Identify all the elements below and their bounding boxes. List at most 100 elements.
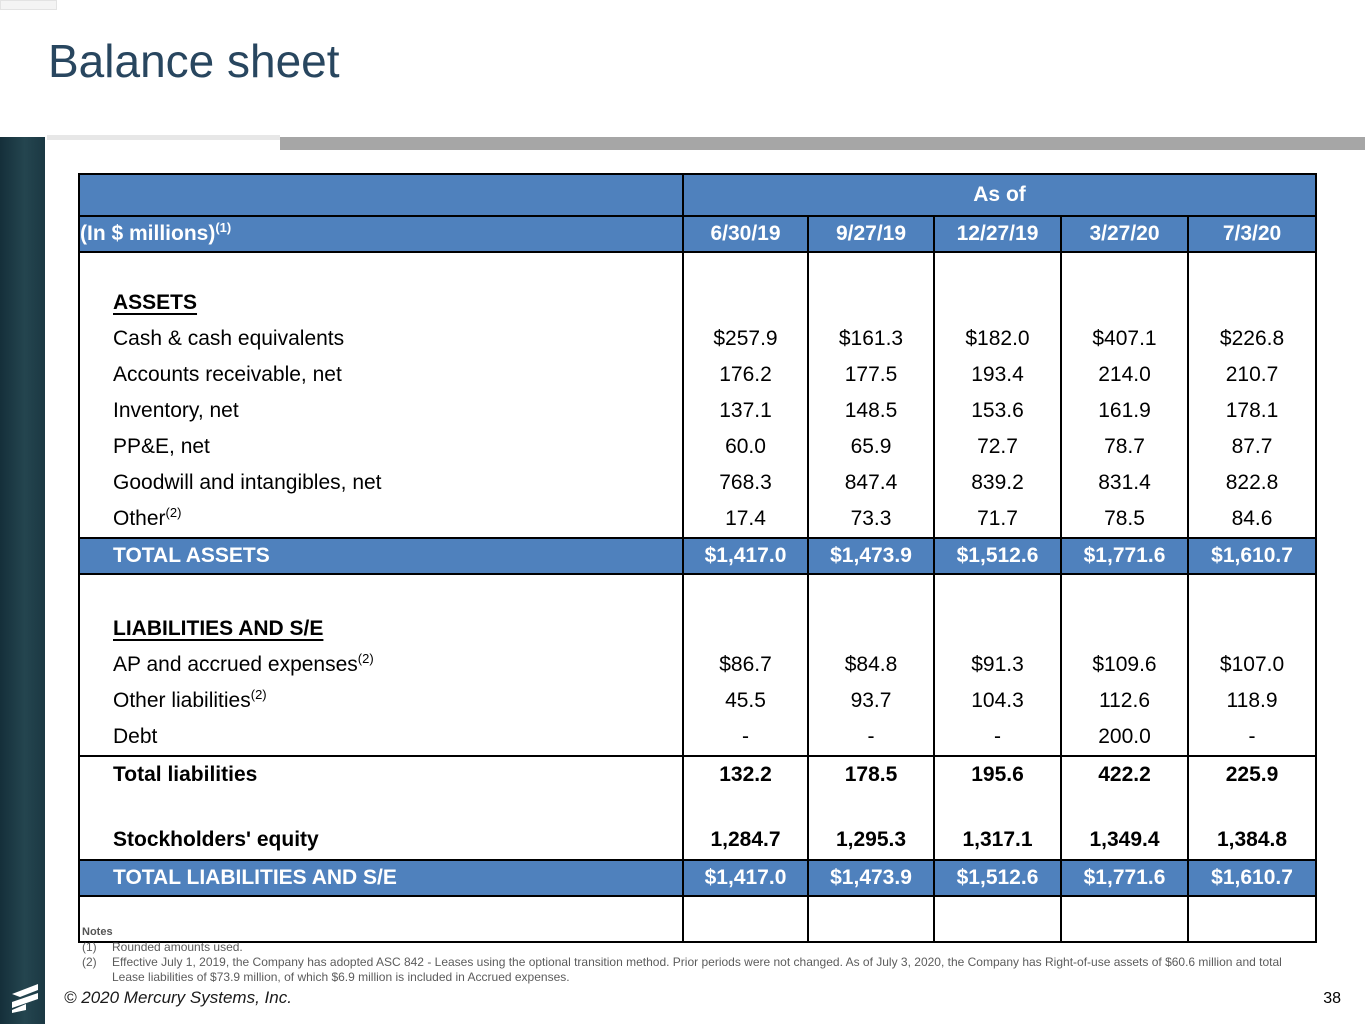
value-cell: 60.0 xyxy=(682,429,808,465)
empty-cell xyxy=(933,285,1061,321)
notes-heading: Notes xyxy=(82,926,113,938)
spacer-cell xyxy=(933,574,1061,611)
value-cell: 839.2 xyxy=(933,465,1061,501)
row-label: Cash & cash equivalents xyxy=(113,327,345,350)
spacer-cell xyxy=(807,896,934,942)
total-value-cell: $1,610.7 xyxy=(1186,859,1317,897)
spacer-row xyxy=(79,252,1317,285)
value-cell: 78.7 xyxy=(1060,429,1188,465)
value-cell: 112.6 xyxy=(1060,683,1188,719)
spacer-cell xyxy=(1186,896,1317,942)
units-label: (In $ millions) xyxy=(80,222,216,245)
value-cell: 178.5 xyxy=(807,755,934,793)
value-cell: 65.9 xyxy=(807,429,934,465)
date-column-header: 9/27/19 xyxy=(807,215,935,253)
spacer-cell xyxy=(933,793,1061,821)
spacer-cell xyxy=(1186,793,1317,821)
row-label: Other(2) xyxy=(79,501,683,538)
page-title: Balance sheet xyxy=(48,35,340,87)
value-cell: 210.7 xyxy=(1186,357,1317,393)
value-cell: - xyxy=(682,719,808,756)
row-label: PP&E, net xyxy=(113,435,210,458)
section-heading: ASSETS xyxy=(79,285,683,321)
section-heading-label: ASSETS xyxy=(113,291,198,314)
spacer-cell xyxy=(682,574,808,611)
spacer-cell xyxy=(1186,574,1317,611)
value-cell: 84.6 xyxy=(1186,501,1317,538)
value-cell: 17.4 xyxy=(682,501,808,538)
total-value-cell: $1,771.6 xyxy=(1060,859,1188,897)
total-value-cell: $1,512.6 xyxy=(933,859,1061,897)
value-cell: $109.6 xyxy=(1060,647,1188,683)
spacer-cell xyxy=(1060,896,1188,942)
table-row-cash: Cash & cash equivalents $257.9 $161.3 $1… xyxy=(79,321,1317,357)
empty-cell xyxy=(1186,285,1317,321)
section-heading: LIABILITIES AND S/E xyxy=(79,611,683,647)
row-label: Other liabilities(2) xyxy=(79,683,683,719)
table-row-accounts-receivable: Accounts receivable, net 176.2 177.5 193… xyxy=(79,357,1317,393)
date-column-header: 7/3/20 xyxy=(1186,215,1318,253)
spacer-cell xyxy=(807,574,934,611)
total-value-cell: $1,512.6 xyxy=(933,537,1061,575)
value-cell: 195.6 xyxy=(933,755,1061,793)
table-row-other-liabilities: Other liabilities(2) 45.5 93.7 104.3 112… xyxy=(79,683,1317,719)
spacer-cell xyxy=(807,793,934,821)
table-row-inventory: Inventory, net 137.1 148.5 153.6 161.9 1… xyxy=(79,393,1317,429)
empty-cell xyxy=(807,611,934,647)
table-row-goodwill: Goodwill and intangibles, net 768.3 847.… xyxy=(79,465,1317,501)
value-cell: 148.5 xyxy=(807,393,934,429)
value-cell: - xyxy=(1186,719,1317,756)
row-label: AP and accrued expenses(2) xyxy=(79,647,683,683)
balance-sheet-table: As of (In $ millions)(1) 6/30/19 9/27/19… xyxy=(78,173,1318,943)
empty-cell xyxy=(1186,611,1317,647)
value-cell: 118.9 xyxy=(1186,683,1317,719)
empty-cell xyxy=(682,611,808,647)
row-label: Accounts receivable, net xyxy=(113,363,342,386)
empty-cell xyxy=(807,285,934,321)
value-cell: 1,384.8 xyxy=(1186,821,1317,860)
table-row-debt: Debt - - - 200.0 - xyxy=(79,719,1317,756)
value-cell: 1,317.1 xyxy=(933,821,1061,860)
value-cell: 200.0 xyxy=(1060,719,1188,756)
value-cell: 161.9 xyxy=(1060,393,1188,429)
total-value-cell: $1,417.0 xyxy=(682,859,808,897)
spacer-cell xyxy=(933,896,1061,942)
empty-cell xyxy=(1060,611,1188,647)
footnote-ref: (2) xyxy=(357,651,374,666)
spacer-cell xyxy=(1060,252,1188,285)
spacer-cell xyxy=(807,252,934,285)
table-row-ap-accrued: AP and accrued expenses(2) $86.7 $84.8 $… xyxy=(79,647,1317,683)
divider-strip-light xyxy=(47,135,280,140)
units-header: (In $ millions)(1) xyxy=(78,215,684,253)
value-cell: 132.2 xyxy=(682,755,808,793)
spacer-cell xyxy=(1186,252,1317,285)
spacer-cell xyxy=(933,252,1061,285)
row-label: Total liabilities xyxy=(79,755,683,793)
section-heading-label: LIABILITIES AND S/E xyxy=(113,617,324,640)
value-cell: 178.1 xyxy=(1186,393,1317,429)
value-cell: 225.9 xyxy=(1186,755,1317,793)
spacer-row xyxy=(79,793,1317,821)
section-row-assets: ASSETS xyxy=(79,285,1317,321)
total-assets-row: TOTAL ASSETS $1,417.0 $1,473.9 $1,512.6 … xyxy=(79,537,1317,575)
value-cell: 214.0 xyxy=(1060,357,1188,393)
note-number: (2) xyxy=(82,955,97,969)
row-label: Inventory, net xyxy=(113,399,239,422)
empty-cell xyxy=(933,611,1061,647)
footnote-ref: (2) xyxy=(165,505,182,520)
value-cell: 1,284.7 xyxy=(682,821,808,860)
spacer-cell xyxy=(1060,793,1188,821)
row-label: Debt xyxy=(113,725,158,748)
date-column-header: 6/30/19 xyxy=(682,215,809,253)
total-value-cell: $1,473.9 xyxy=(807,859,934,897)
value-cell: 93.7 xyxy=(807,683,934,719)
spacer-cell xyxy=(682,252,808,285)
value-cell: 768.3 xyxy=(682,465,808,501)
value-cell: 87.7 xyxy=(1186,429,1317,465)
left-accent-bar xyxy=(0,137,45,1024)
value-cell: 71.7 xyxy=(933,501,1061,538)
spacer-row xyxy=(79,896,1317,942)
row-label-text: Other liabilities xyxy=(113,689,251,712)
value-cell: 1,349.4 xyxy=(1060,821,1188,860)
note-item-1: (1) Rounded amounts used. xyxy=(82,940,1302,955)
